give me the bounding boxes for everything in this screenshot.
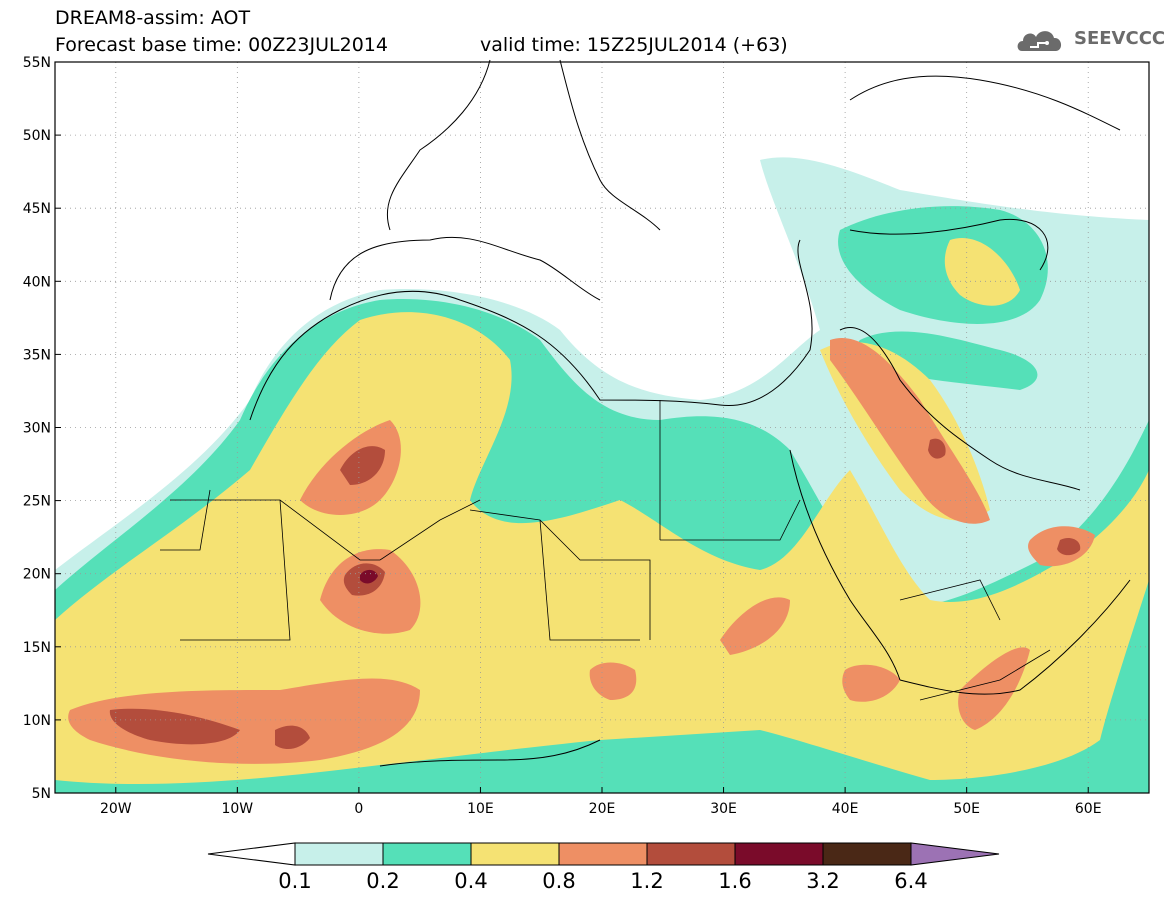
aot-level-0.8 xyxy=(842,664,900,702)
lat-tick-label: 30N xyxy=(23,421,51,437)
colorbar-label: 3.2 xyxy=(806,869,839,893)
colorbar-over-arrow xyxy=(910,842,1000,866)
aot-level-0.8 xyxy=(958,647,1030,730)
lat-tick-label: 25N xyxy=(23,494,51,510)
lon-tick-label: 60E xyxy=(1075,801,1102,817)
colorbar-swatch xyxy=(558,842,648,866)
map-title: DREAM8-assim: AOT xyxy=(55,7,251,29)
aot-level-1.2 xyxy=(928,438,946,459)
lat-tick-label: 50N xyxy=(23,128,51,144)
cloud-icon xyxy=(1017,31,1062,51)
lon-tick-label: 10E xyxy=(467,801,494,817)
colorbar-swatch xyxy=(822,842,912,866)
lat-tick-label: 5N xyxy=(32,786,51,802)
colorbar-label: 0.2 xyxy=(366,869,399,893)
lon-tick-label: 40E xyxy=(832,801,859,817)
valid-time: valid time: 15Z25JUL2014 (+63) xyxy=(480,34,788,56)
aot-level-0.8 xyxy=(589,662,637,700)
lat-tick-label: 20N xyxy=(23,567,51,583)
aot-level-1.2 xyxy=(340,446,385,485)
graticule xyxy=(55,62,1149,793)
country-borders xyxy=(160,400,1051,701)
colorbar-label: 6.4 xyxy=(894,869,927,893)
aot-level-1.6 xyxy=(360,569,378,584)
lon-tick-label: 10W xyxy=(221,801,253,817)
lat-tick-label: 55N xyxy=(23,55,51,71)
latitude-axis: 5N 10N 15N 20N 25N 30N 35N 40N 45N 50N 55N xyxy=(23,55,61,802)
lon-tick-label: 20W xyxy=(100,801,132,817)
aot-level-1.2 xyxy=(275,725,310,750)
colorbar-swatch xyxy=(734,842,824,866)
lon-tick-label: 20E xyxy=(589,801,616,817)
aot-level-0.8 xyxy=(830,338,990,524)
colorbar-label: 0.1 xyxy=(278,869,311,893)
colorbar-under-arrow xyxy=(207,842,296,866)
lon-tick-label: 0 xyxy=(354,801,363,817)
colorbar-label: 1.6 xyxy=(718,869,751,893)
colorbar-swatch xyxy=(294,842,384,866)
lon-tick-label: 50E xyxy=(953,801,980,817)
aot-level-0.2 xyxy=(856,331,1038,390)
lat-tick-label: 45N xyxy=(23,201,51,217)
colorbar-label: 0.8 xyxy=(542,869,575,893)
lat-tick-label: 15N xyxy=(23,640,51,656)
aot-level-0.8 xyxy=(68,678,421,764)
logo-text: SEEVCCC xyxy=(1074,28,1165,49)
lat-tick-label: 35N xyxy=(23,347,51,363)
colorbar-swatch xyxy=(382,842,472,866)
longitude-axis: 20W 10W 0 10E 20E 30E 40E 50E 60E xyxy=(100,787,1102,817)
lat-tick-label: 10N xyxy=(23,713,51,729)
colorbar: 0.1 0.2 0.4 0.8 1.2 1.6 3.2 6.4 xyxy=(207,842,1000,893)
colorbar-label: 0.4 xyxy=(454,869,487,893)
lat-tick-label: 40N xyxy=(23,274,51,290)
aot-level-1.2 xyxy=(1057,538,1081,556)
aot-level-1.2 xyxy=(109,708,240,745)
coastlines xyxy=(249,59,1131,767)
colorbar-swatch xyxy=(470,842,560,866)
aot-level-0.8 xyxy=(720,597,790,655)
aot-level-0.4 xyxy=(944,238,1020,306)
colorbar-label: 1.2 xyxy=(630,869,663,893)
colorbar-swatch xyxy=(646,842,736,866)
lon-tick-label: 30E xyxy=(710,801,737,817)
forecast-base-time: Forecast base time: 00Z23JUL2014 xyxy=(55,34,388,56)
